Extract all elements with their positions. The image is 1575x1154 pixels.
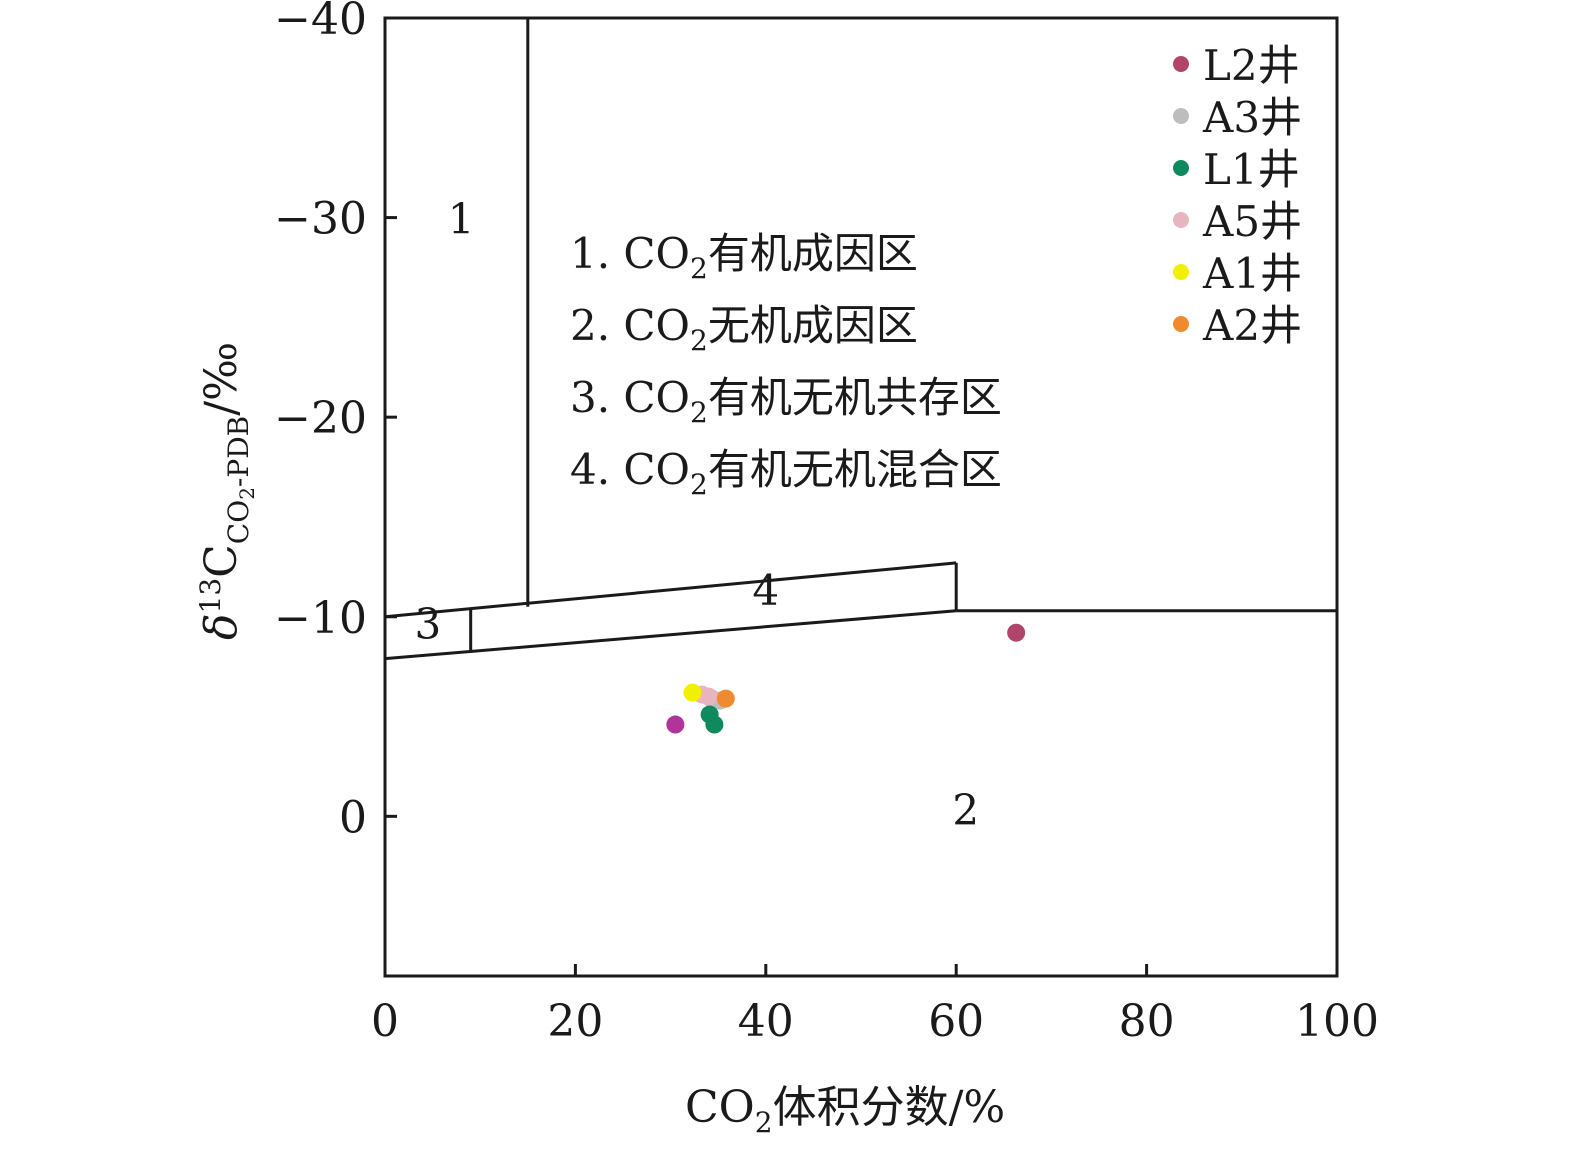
x-label-main: CO — [685, 1082, 755, 1133]
x-axis-label: CO2体积分数/% — [685, 1082, 1005, 1139]
legend-label: A2井 — [1202, 301, 1302, 350]
region-note-num: 1. CO — [570, 229, 690, 278]
region-note-text: 有机无机共存区 — [708, 373, 1002, 422]
region-note-text: 有机成因区 — [708, 229, 918, 278]
y-label-delta: δ — [196, 614, 247, 641]
region-labels: 1 2 3 4 — [414, 195, 979, 835]
region-note-sub: 2 — [690, 468, 708, 501]
data-point — [716, 689, 735, 708]
region-label-2: 2 — [952, 785, 979, 834]
y-label-sub: CO — [222, 500, 255, 544]
region-note-text: 无机成因区 — [708, 301, 918, 350]
data-point — [666, 715, 685, 734]
data-point — [699, 687, 718, 706]
y-tick-label: −20 — [274, 393, 367, 444]
y-label-sup: 13 — [194, 578, 227, 614]
x-tick-label: 0 — [371, 996, 399, 1047]
legend-marker — [1173, 160, 1189, 176]
data-point — [705, 715, 724, 734]
data-points — [666, 623, 1026, 734]
x-label-sub: 2 — [755, 1106, 773, 1139]
y-label-rest: /‰ — [196, 342, 247, 416]
legend-marker — [1173, 56, 1189, 72]
region-label-4: 4 — [752, 566, 779, 615]
region-note-num: 3. CO — [570, 373, 690, 422]
y-label-main: C — [196, 544, 247, 578]
region-label-1: 1 — [448, 195, 475, 244]
region-note-3: 3. CO2有机无机共存区 — [570, 373, 1002, 429]
plot-frame — [383, 16, 1339, 978]
region-note-sub: 2 — [690, 396, 708, 429]
legend-label: L2井 — [1203, 41, 1300, 90]
region-note-num: 4. CO — [570, 445, 690, 494]
region-note-num: 2. CO — [570, 301, 690, 350]
y-tick-label: −10 — [274, 593, 367, 644]
x-tick-label: 20 — [547, 996, 603, 1047]
legend-marker — [1173, 264, 1189, 280]
y-axis-label: δ13CCO2-PDB/‰ — [194, 342, 259, 640]
x-label-rest: 体积分数/% — [773, 1082, 1006, 1133]
region-note-sub: 2 — [690, 252, 708, 285]
y-axis-ticks: −40 −30 −20 −10 0 — [274, 0, 397, 843]
region-note-2: 2. CO2无机成因区 — [570, 301, 918, 357]
y-tick-label: 0 — [339, 792, 367, 843]
y-tick-label: −40 — [274, 0, 367, 45]
x-axis-ticks: 0 20 40 60 80 100 — [371, 964, 1379, 1047]
legend-label: A5井 — [1202, 197, 1302, 246]
region-note-text: 有机无机混合区 — [708, 445, 1002, 494]
legend-label: A3井 — [1202, 93, 1302, 142]
legend-label: A1井 — [1202, 249, 1302, 298]
region-label-3: 3 — [414, 600, 441, 649]
data-point — [1007, 623, 1026, 642]
x-tick-label: 60 — [928, 996, 984, 1047]
legend-marker — [1173, 316, 1189, 332]
region-note-4: 4. CO2有机无机混合区 — [570, 445, 1002, 501]
y-label-subsub: 2 — [235, 487, 259, 500]
region-note-1: 1. CO2有机成因区 — [570, 229, 918, 285]
data-point — [683, 683, 702, 702]
legend-marker — [1173, 108, 1189, 124]
y-label-subrest: -PDB — [222, 416, 255, 487]
legend-marker — [1173, 212, 1189, 228]
region-boundaries — [384, 18, 1337, 661]
boundary-line-2 — [384, 561, 957, 619]
x-tick-label: 40 — [738, 996, 794, 1047]
x-tick-label: 100 — [1295, 996, 1379, 1047]
y-tick-label: −30 — [274, 194, 367, 245]
x-tick-label: 80 — [1119, 996, 1175, 1047]
region-note-sub: 2 — [690, 324, 708, 357]
boundary-line-3 — [384, 609, 957, 661]
legend-label: L1井 — [1203, 145, 1300, 194]
